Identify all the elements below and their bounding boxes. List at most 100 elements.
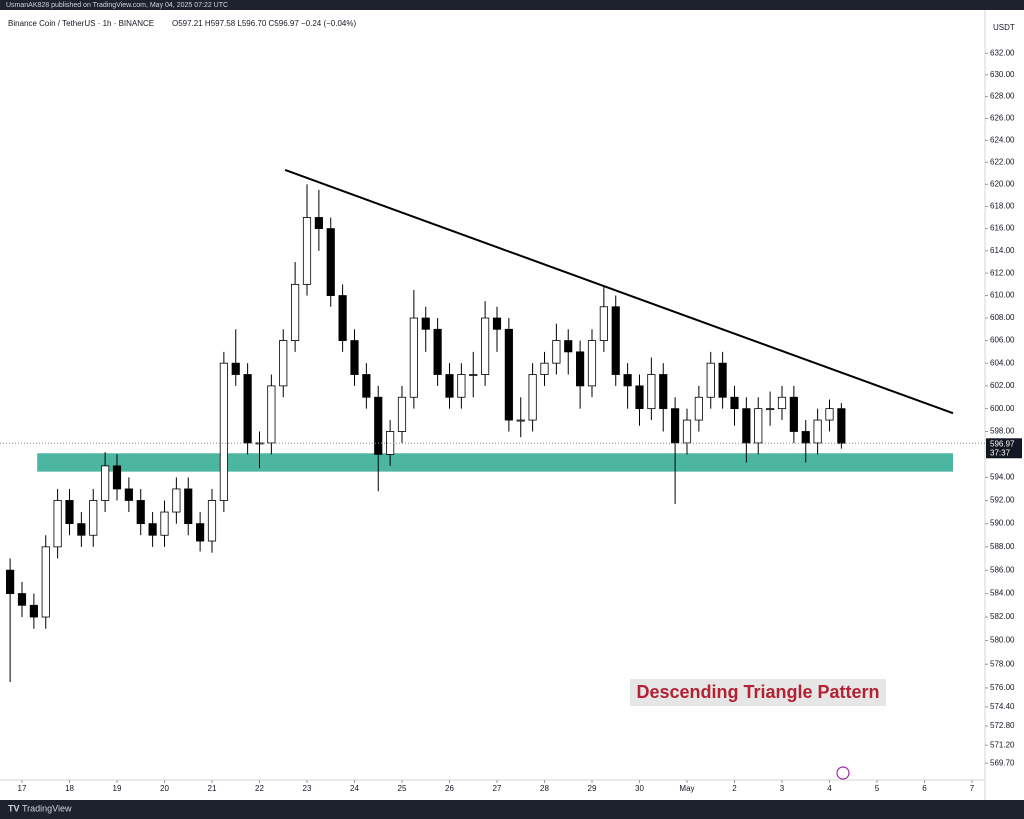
candle-body (552, 340, 561, 364)
candle-body (267, 385, 276, 444)
y-tick-label: 582.00 (990, 612, 1015, 621)
candle-body (101, 465, 110, 501)
y-tick-label: 632.00 (990, 48, 1015, 57)
y-tick-label: 626.00 (990, 114, 1015, 123)
candle-body (338, 295, 347, 341)
candle-body (279, 340, 288, 387)
icon[interactable] (836, 766, 850, 780)
last-price-label: 596.97 (990, 439, 1015, 448)
y-tick-label: 588.00 (990, 542, 1015, 551)
y-tick-label: 571.20 (990, 740, 1015, 749)
candle-body (409, 317, 418, 398)
y-tick-label: 616.00 (990, 224, 1015, 233)
y-tick-label: 620.00 (990, 179, 1015, 188)
candle-body (207, 500, 217, 542)
trendline (284, 169, 954, 415)
x-tick-label: May (679, 784, 694, 793)
x-tick-label: 27 (493, 784, 502, 793)
x-tick-label: 6 (922, 784, 927, 793)
candle-body (326, 228, 335, 296)
candle-body (421, 317, 430, 330)
x-tick-label: 5 (875, 784, 880, 793)
y-tick-label: 576.00 (990, 683, 1015, 692)
candle-body (362, 374, 371, 398)
candle-body (492, 317, 502, 330)
candle-body (837, 408, 846, 444)
top-bar (0, 0, 1024, 10)
y-tick-label: 594.00 (990, 473, 1015, 482)
candle-body (243, 374, 252, 444)
x-tick-label: 2 (732, 784, 737, 793)
x-tick-label: 21 (208, 784, 217, 793)
y-tick-label: 602.00 (990, 381, 1015, 390)
candle-body (457, 374, 466, 398)
candle-body (148, 523, 157, 536)
candle-body (302, 217, 312, 285)
candle-body (6, 569, 15, 594)
candle-body (397, 396, 407, 432)
x-tick-label: 29 (588, 784, 597, 793)
x-tick-label: 23 (303, 784, 312, 793)
candle-body (825, 408, 834, 421)
x-tick-label: 3 (780, 784, 785, 793)
candle-body (433, 328, 442, 375)
x-tick-label: 4 (827, 784, 832, 793)
x-tick-label: 7 (970, 784, 975, 793)
candle-body (124, 488, 133, 501)
candle-body (528, 374, 537, 421)
candle-body (184, 488, 193, 525)
candle-body (77, 523, 86, 536)
currency: USDT (993, 23, 1015, 32)
y-tick-label: 592.00 (990, 496, 1015, 505)
x-tick-label: 19 (113, 784, 122, 793)
candle-body (172, 488, 181, 513)
candle-body (706, 362, 715, 398)
last-price-box (986, 438, 1022, 459)
bottom-bar (0, 800, 1024, 819)
y-tick-label: 618.00 (990, 202, 1015, 211)
brand: TradingView (22, 803, 72, 813)
candle-body (635, 385, 644, 410)
candle-body (53, 500, 62, 548)
candle-body (777, 396, 787, 410)
candle-body (540, 362, 549, 375)
candle-body (718, 362, 727, 398)
candle-body (291, 283, 300, 341)
candle-body (29, 604, 38, 618)
candle-body (599, 306, 608, 341)
x-tick-label: 20 (160, 784, 169, 793)
candle-body (196, 523, 205, 542)
candle-body (160, 511, 169, 536)
candle-body (789, 396, 798, 432)
candle-body (682, 419, 692, 444)
x-tick-label: 30 (635, 784, 644, 793)
y-tick-label: 598.00 (990, 427, 1015, 436)
candle-body (41, 546, 50, 618)
candle-body (730, 396, 739, 410)
candle-body (255, 442, 264, 445)
y-tick-label: 612.00 (990, 268, 1015, 277)
y-tick-label: 622.00 (990, 157, 1015, 166)
publish-text: UsmanAK828 published on TradingView.com,… (6, 2, 228, 9)
candle-body (647, 374, 656, 410)
symbol: Binance Coin / TetherUS · 1h · BINANCE (8, 19, 154, 28)
candle-body (587, 340, 597, 387)
candle-body (374, 396, 383, 455)
y-tick-label: 630.00 (990, 70, 1015, 79)
x-tick-label: 17 (18, 784, 27, 793)
candle-body (659, 374, 668, 410)
y-tick-label: 624.00 (990, 135, 1015, 144)
candle-body (754, 408, 763, 444)
y-tick-label: 584.00 (990, 589, 1015, 598)
candle-body (112, 465, 122, 490)
candle-body (481, 317, 490, 375)
y-tick-label: 628.00 (990, 92, 1015, 101)
candle-body (17, 593, 27, 606)
candle-body (671, 408, 680, 444)
candle-body (231, 362, 240, 375)
candle-body (564, 340, 573, 353)
x-tick-label: 28 (540, 784, 549, 793)
x-tick-label: 22 (255, 784, 264, 793)
countdown: 37:37 (990, 448, 1011, 457)
x-tick-label: 24 (350, 784, 359, 793)
